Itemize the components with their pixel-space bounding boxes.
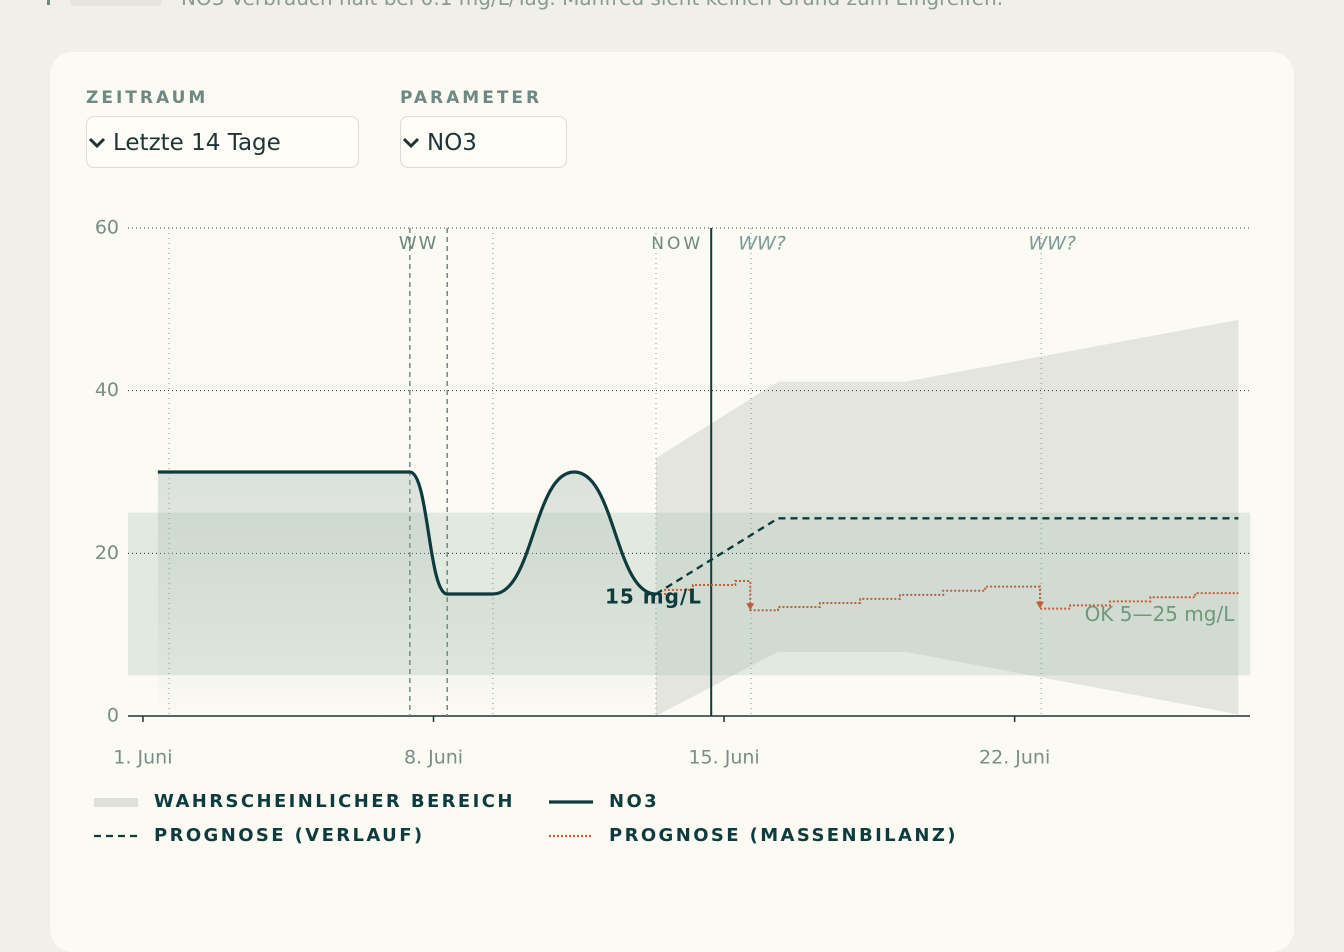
top-bar	[47, 0, 50, 5]
control-label: ZEITRAUM	[86, 88, 209, 108]
parameter-select[interactable]: NO3	[400, 116, 567, 168]
select-value: NO3	[427, 130, 477, 156]
drop-arrow	[746, 603, 755, 611]
legend-label: WAHRSCHEINLICHER BEREICH	[154, 791, 515, 812]
zeitraum-select[interactable]: Letzte 14 Tage	[86, 116, 359, 168]
select-value: Letzte 14 Tage	[113, 130, 281, 156]
legend-swatch	[94, 798, 138, 807]
y-tick-label: 20	[95, 542, 119, 564]
now-label: NOW	[651, 234, 703, 254]
chevron	[88, 137, 106, 149]
series-line	[655, 517, 1239, 596]
x-tick-label: 15. Juni	[688, 747, 759, 769]
y-tick-label: 60	[95, 217, 119, 239]
chevron	[402, 137, 420, 149]
forecast-event-label: WW?	[738, 233, 786, 255]
forecast-event-label: WW?	[1028, 233, 1076, 255]
line-area	[157, 472, 657, 716]
y-tick-label: 40	[95, 379, 119, 401]
legend-label: PROGNOSE (MASSENBILANZ)	[609, 825, 958, 846]
legend-label: NO3	[609, 791, 659, 812]
chart: OK 5—25 mg/L 0 20 40 60 1. Juni 8. Juni 15. Jun…	[94, 217, 1251, 846]
top-chip	[70, 0, 162, 6]
series-line	[157, 470, 657, 596]
legend-label: PROGNOSE (VERLAUF)	[154, 825, 425, 846]
x-tick-label: 8. Juni	[404, 747, 463, 769]
y-tick-label: 0	[107, 705, 119, 727]
drop-arrow	[1035, 601, 1044, 609]
x-tick-label: 22. Juni	[979, 747, 1050, 769]
control-label: PARAMETER	[400, 88, 543, 108]
value-annotation: 15 mg/L	[605, 585, 702, 609]
x-tick-label: 1. Juni	[113, 747, 172, 769]
series-line	[656, 579, 1239, 612]
ww-label: WW	[399, 233, 439, 254]
status-text: NO3-Verbrauch hält bei 0.1 mg/L/Tag. Man…	[181, 0, 1003, 10]
ok-label: OK 5—25 mg/L	[1085, 602, 1236, 626]
page: NO3-Verbrauch hält bei 0.1 mg/L/Tag. Man…	[47, 0, 1294, 952]
